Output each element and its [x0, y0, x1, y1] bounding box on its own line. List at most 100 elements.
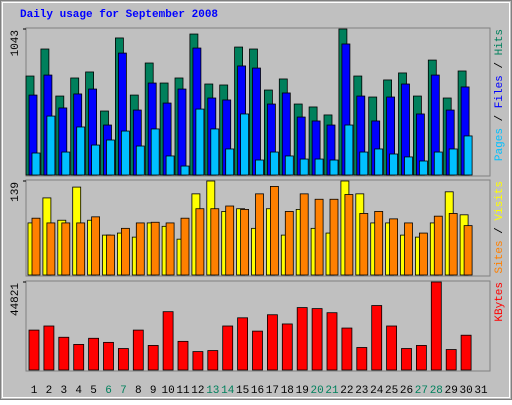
bar	[463, 135, 473, 176]
bar	[266, 314, 278, 371]
bar	[88, 337, 99, 371]
x-tick-label: 29	[445, 385, 458, 397]
x-tick-label: 10	[161, 385, 174, 397]
bar	[401, 348, 412, 371]
bar	[430, 281, 442, 371]
bar	[418, 232, 428, 276]
legend-separator: /	[494, 108, 506, 128]
bar	[180, 165, 190, 176]
bar	[433, 215, 443, 276]
x-tick-label: 12	[191, 385, 204, 397]
bar	[359, 151, 369, 176]
bar	[28, 329, 40, 371]
y-tick-label: 1043	[10, 30, 22, 56]
bar	[311, 308, 323, 371]
chart-title: Daily usage for September 2008	[20, 9, 218, 21]
x-tick-label: 22	[340, 385, 353, 397]
bar	[326, 312, 338, 371]
bar	[356, 347, 368, 371]
bar	[448, 148, 458, 176]
bar	[433, 151, 443, 176]
bar	[284, 211, 294, 276]
bar	[296, 307, 308, 371]
bar	[269, 186, 279, 276]
x-tick-label: 30	[459, 385, 472, 397]
bar	[121, 130, 130, 176]
bar	[91, 216, 100, 276]
x-tick-label: 14	[221, 385, 235, 397]
legend-entry: KBytes	[494, 282, 506, 322]
bar	[150, 221, 160, 276]
x-tick-label: 11	[176, 385, 190, 397]
x-tick-label: 9	[150, 385, 157, 397]
bar	[448, 213, 458, 276]
bar	[46, 115, 56, 176]
bar	[106, 234, 115, 276]
bar	[73, 344, 85, 371]
x-tick-label: 7	[120, 385, 127, 397]
bar	[210, 128, 220, 176]
bar	[165, 222, 175, 276]
legend-entry: Sites	[494, 240, 506, 273]
bar	[177, 340, 189, 371]
bar	[341, 327, 353, 371]
bar	[252, 330, 263, 371]
bar	[404, 222, 413, 276]
bar	[195, 108, 205, 176]
bar	[192, 351, 204, 371]
legend-separator: /	[494, 221, 506, 241]
bar	[418, 160, 428, 176]
bar	[162, 311, 174, 371]
x-tick-label: 20	[310, 385, 323, 397]
x-tick-label: 28	[430, 385, 443, 397]
bar	[359, 213, 369, 276]
bar	[389, 218, 399, 276]
bar	[61, 222, 71, 276]
bar	[344, 124, 354, 176]
y-tick-label: 44821	[10, 283, 22, 316]
bar	[255, 159, 264, 176]
bar	[207, 350, 219, 371]
x-tick-label: 15	[236, 385, 249, 397]
bar	[314, 158, 324, 176]
bar	[460, 334, 472, 371]
bar	[374, 148, 384, 176]
bar	[132, 329, 144, 371]
bar	[329, 159, 339, 176]
x-tick-label: 21	[325, 385, 339, 397]
x-tick-label: 2	[46, 385, 53, 397]
x-tick-label: 13	[206, 385, 219, 397]
x-tick-label: 16	[251, 385, 264, 397]
bar	[135, 222, 145, 276]
bar	[445, 349, 457, 371]
legend-entry: Hits	[494, 29, 506, 55]
x-tick-label: 5	[90, 385, 97, 397]
x-tick-label: 3	[60, 385, 67, 397]
bar	[225, 205, 235, 276]
x-tick-label: 24	[370, 385, 384, 397]
bar	[76, 126, 86, 176]
bar	[210, 208, 220, 276]
legend: KBytes	[494, 282, 506, 322]
bar	[281, 323, 293, 371]
bar	[344, 194, 354, 276]
bar	[165, 155, 175, 176]
x-tick-label: 25	[385, 385, 398, 397]
legend-entry: Files	[494, 75, 506, 108]
bar	[31, 217, 41, 276]
bar	[299, 158, 309, 176]
bar	[314, 198, 324, 276]
bar	[121, 227, 130, 276]
legend: Sites / Visits	[494, 181, 506, 273]
legend-separator: /	[494, 55, 506, 75]
bar	[237, 317, 249, 371]
bar	[46, 222, 56, 276]
y-tick-label: 139	[10, 182, 22, 202]
x-tick-label: 6	[105, 385, 112, 397]
bar	[135, 145, 145, 176]
bar	[106, 139, 115, 176]
bar	[147, 345, 159, 371]
bar	[371, 305, 383, 371]
